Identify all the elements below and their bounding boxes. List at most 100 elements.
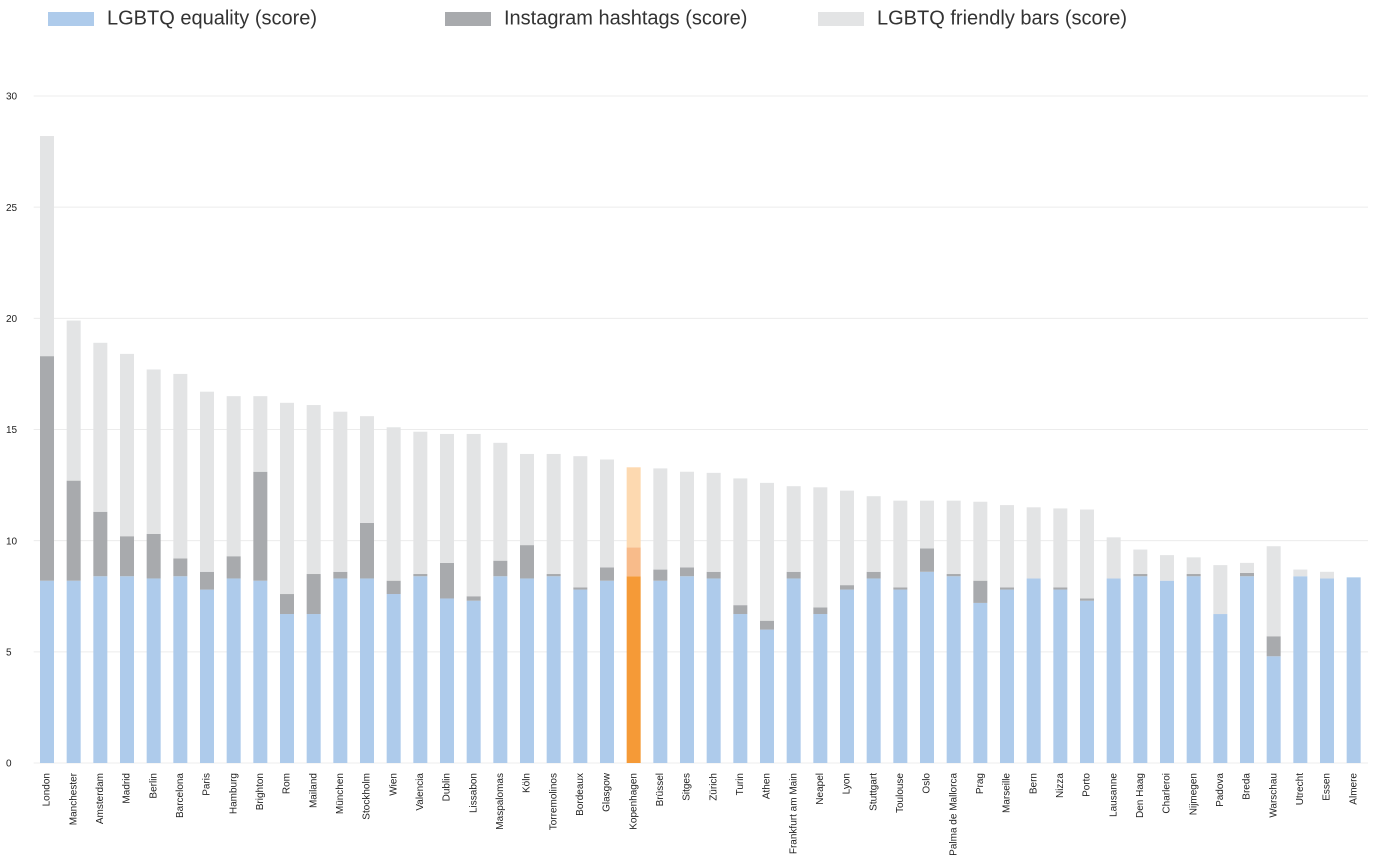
bar-segment bbox=[1186, 576, 1201, 763]
legend-swatch bbox=[445, 12, 491, 26]
bar-segment bbox=[253, 471, 268, 581]
bar-segment bbox=[493, 560, 508, 577]
bar-segment bbox=[306, 574, 321, 615]
bar-segment bbox=[973, 501, 988, 581]
bar-segment bbox=[146, 578, 161, 763]
bar-segment bbox=[786, 571, 801, 579]
bar-segment bbox=[1293, 576, 1308, 763]
x-tick-label: Valencia bbox=[415, 773, 426, 811]
bar-segment bbox=[1213, 614, 1228, 763]
bar-segment bbox=[1106, 578, 1121, 763]
bar-segment bbox=[440, 562, 455, 599]
x-tick-label: Barcelona bbox=[175, 773, 186, 818]
bar-segment bbox=[520, 453, 535, 546]
x-tick-label: Breda bbox=[1242, 773, 1253, 800]
bar-segment bbox=[760, 482, 775, 621]
bar-segment bbox=[573, 456, 588, 588]
x-tick-label: Padova bbox=[1215, 773, 1226, 807]
y-tick-label: 25 bbox=[6, 203, 18, 214]
bar-segment bbox=[760, 620, 775, 630]
bar-segment bbox=[413, 431, 428, 575]
x-tick-label: Warschau bbox=[1268, 773, 1279, 818]
x-tick-label: Prag bbox=[975, 773, 986, 794]
x-tick-label: Bern bbox=[1028, 773, 1039, 794]
bar-segment bbox=[1160, 580, 1175, 763]
x-tick-label: Mailand bbox=[308, 773, 319, 808]
x-tick-label: Essen bbox=[1322, 773, 1333, 801]
bar-segment bbox=[146, 369, 161, 534]
bar-segment bbox=[1266, 656, 1281, 763]
bar-segment bbox=[520, 545, 535, 579]
x-tick-label: Palma de Mallorca bbox=[948, 773, 959, 856]
bar-segment bbox=[786, 486, 801, 572]
bar-segment bbox=[653, 580, 668, 763]
bar-segment bbox=[973, 602, 988, 763]
bar-segment bbox=[1346, 577, 1361, 763]
bar-segment bbox=[280, 594, 295, 615]
bar-segment bbox=[840, 490, 855, 586]
bar-segment bbox=[66, 480, 81, 581]
bar-segment bbox=[573, 587, 588, 590]
bar-segment bbox=[946, 500, 961, 575]
bar-segment bbox=[66, 320, 81, 481]
bar-segment bbox=[120, 536, 135, 577]
x-tick-label: Charleroi bbox=[1162, 773, 1173, 814]
x-tick-label: Berlin bbox=[148, 773, 159, 799]
bar-segment bbox=[520, 578, 535, 763]
x-tick-label: Glasgow bbox=[602, 772, 613, 812]
bar-segment bbox=[946, 574, 961, 577]
bar-segment bbox=[1053, 508, 1068, 588]
x-tick-label: Kopenhagen bbox=[628, 773, 639, 830]
bar-segment bbox=[386, 594, 401, 763]
bar-segment bbox=[440, 598, 455, 763]
bar-segment bbox=[840, 585, 855, 590]
x-tick-label: Nijmegen bbox=[1188, 773, 1199, 815]
bar-segment bbox=[333, 571, 348, 579]
bar-segment bbox=[173, 373, 188, 559]
y-tick-label: 0 bbox=[6, 759, 12, 770]
bar-segment bbox=[546, 576, 561, 763]
bar-segment bbox=[786, 578, 801, 763]
bar-segment bbox=[1133, 574, 1148, 577]
bar-segment bbox=[360, 578, 375, 763]
x-tick-label: Amsterdam bbox=[95, 773, 106, 824]
x-tick-label: Manchester bbox=[68, 772, 79, 825]
x-tick-label: Utrecht bbox=[1295, 773, 1306, 805]
x-tick-label: Frankfurt am Main bbox=[788, 773, 799, 854]
x-tick-label: Zürich bbox=[708, 773, 719, 801]
bar-segment bbox=[333, 578, 348, 763]
bar-segment bbox=[1080, 600, 1095, 763]
x-tick-label: Stockholm bbox=[362, 773, 373, 820]
bar-segment bbox=[1000, 505, 1015, 588]
bar-segment bbox=[1080, 598, 1095, 601]
bar-segment bbox=[413, 576, 428, 763]
bar-segment bbox=[813, 487, 828, 608]
bar-segment bbox=[600, 567, 615, 581]
x-tick-label: Den Haag bbox=[1135, 773, 1146, 818]
bar-segment bbox=[653, 468, 668, 570]
bar-segment bbox=[813, 614, 828, 763]
x-tick-label: Athen bbox=[762, 773, 773, 799]
bar-segment bbox=[333, 411, 348, 572]
bar-segment bbox=[1266, 636, 1281, 657]
x-tick-label: Bordeaux bbox=[575, 773, 586, 816]
bar-segment bbox=[386, 580, 401, 595]
bar-segment bbox=[706, 472, 721, 572]
bar-segment bbox=[40, 356, 55, 581]
x-tick-label: Dublin bbox=[442, 773, 453, 801]
bar-segment bbox=[866, 578, 881, 763]
bar-segment bbox=[226, 578, 241, 763]
bar-segment bbox=[1293, 569, 1308, 577]
x-tick-label: Brüssel bbox=[655, 773, 666, 806]
bar-segment bbox=[253, 396, 268, 472]
bar-segment bbox=[386, 427, 401, 581]
x-tick-label: Marseille bbox=[1002, 773, 1013, 813]
x-tick-label: Neapel bbox=[815, 773, 826, 805]
bar-segment bbox=[306, 614, 321, 763]
x-tick-label: München bbox=[335, 773, 346, 814]
bar-segment bbox=[893, 500, 908, 588]
bar-segment bbox=[493, 576, 508, 763]
bar-segment bbox=[466, 433, 481, 597]
bar-segment bbox=[66, 580, 81, 763]
bar-segment bbox=[493, 442, 508, 561]
